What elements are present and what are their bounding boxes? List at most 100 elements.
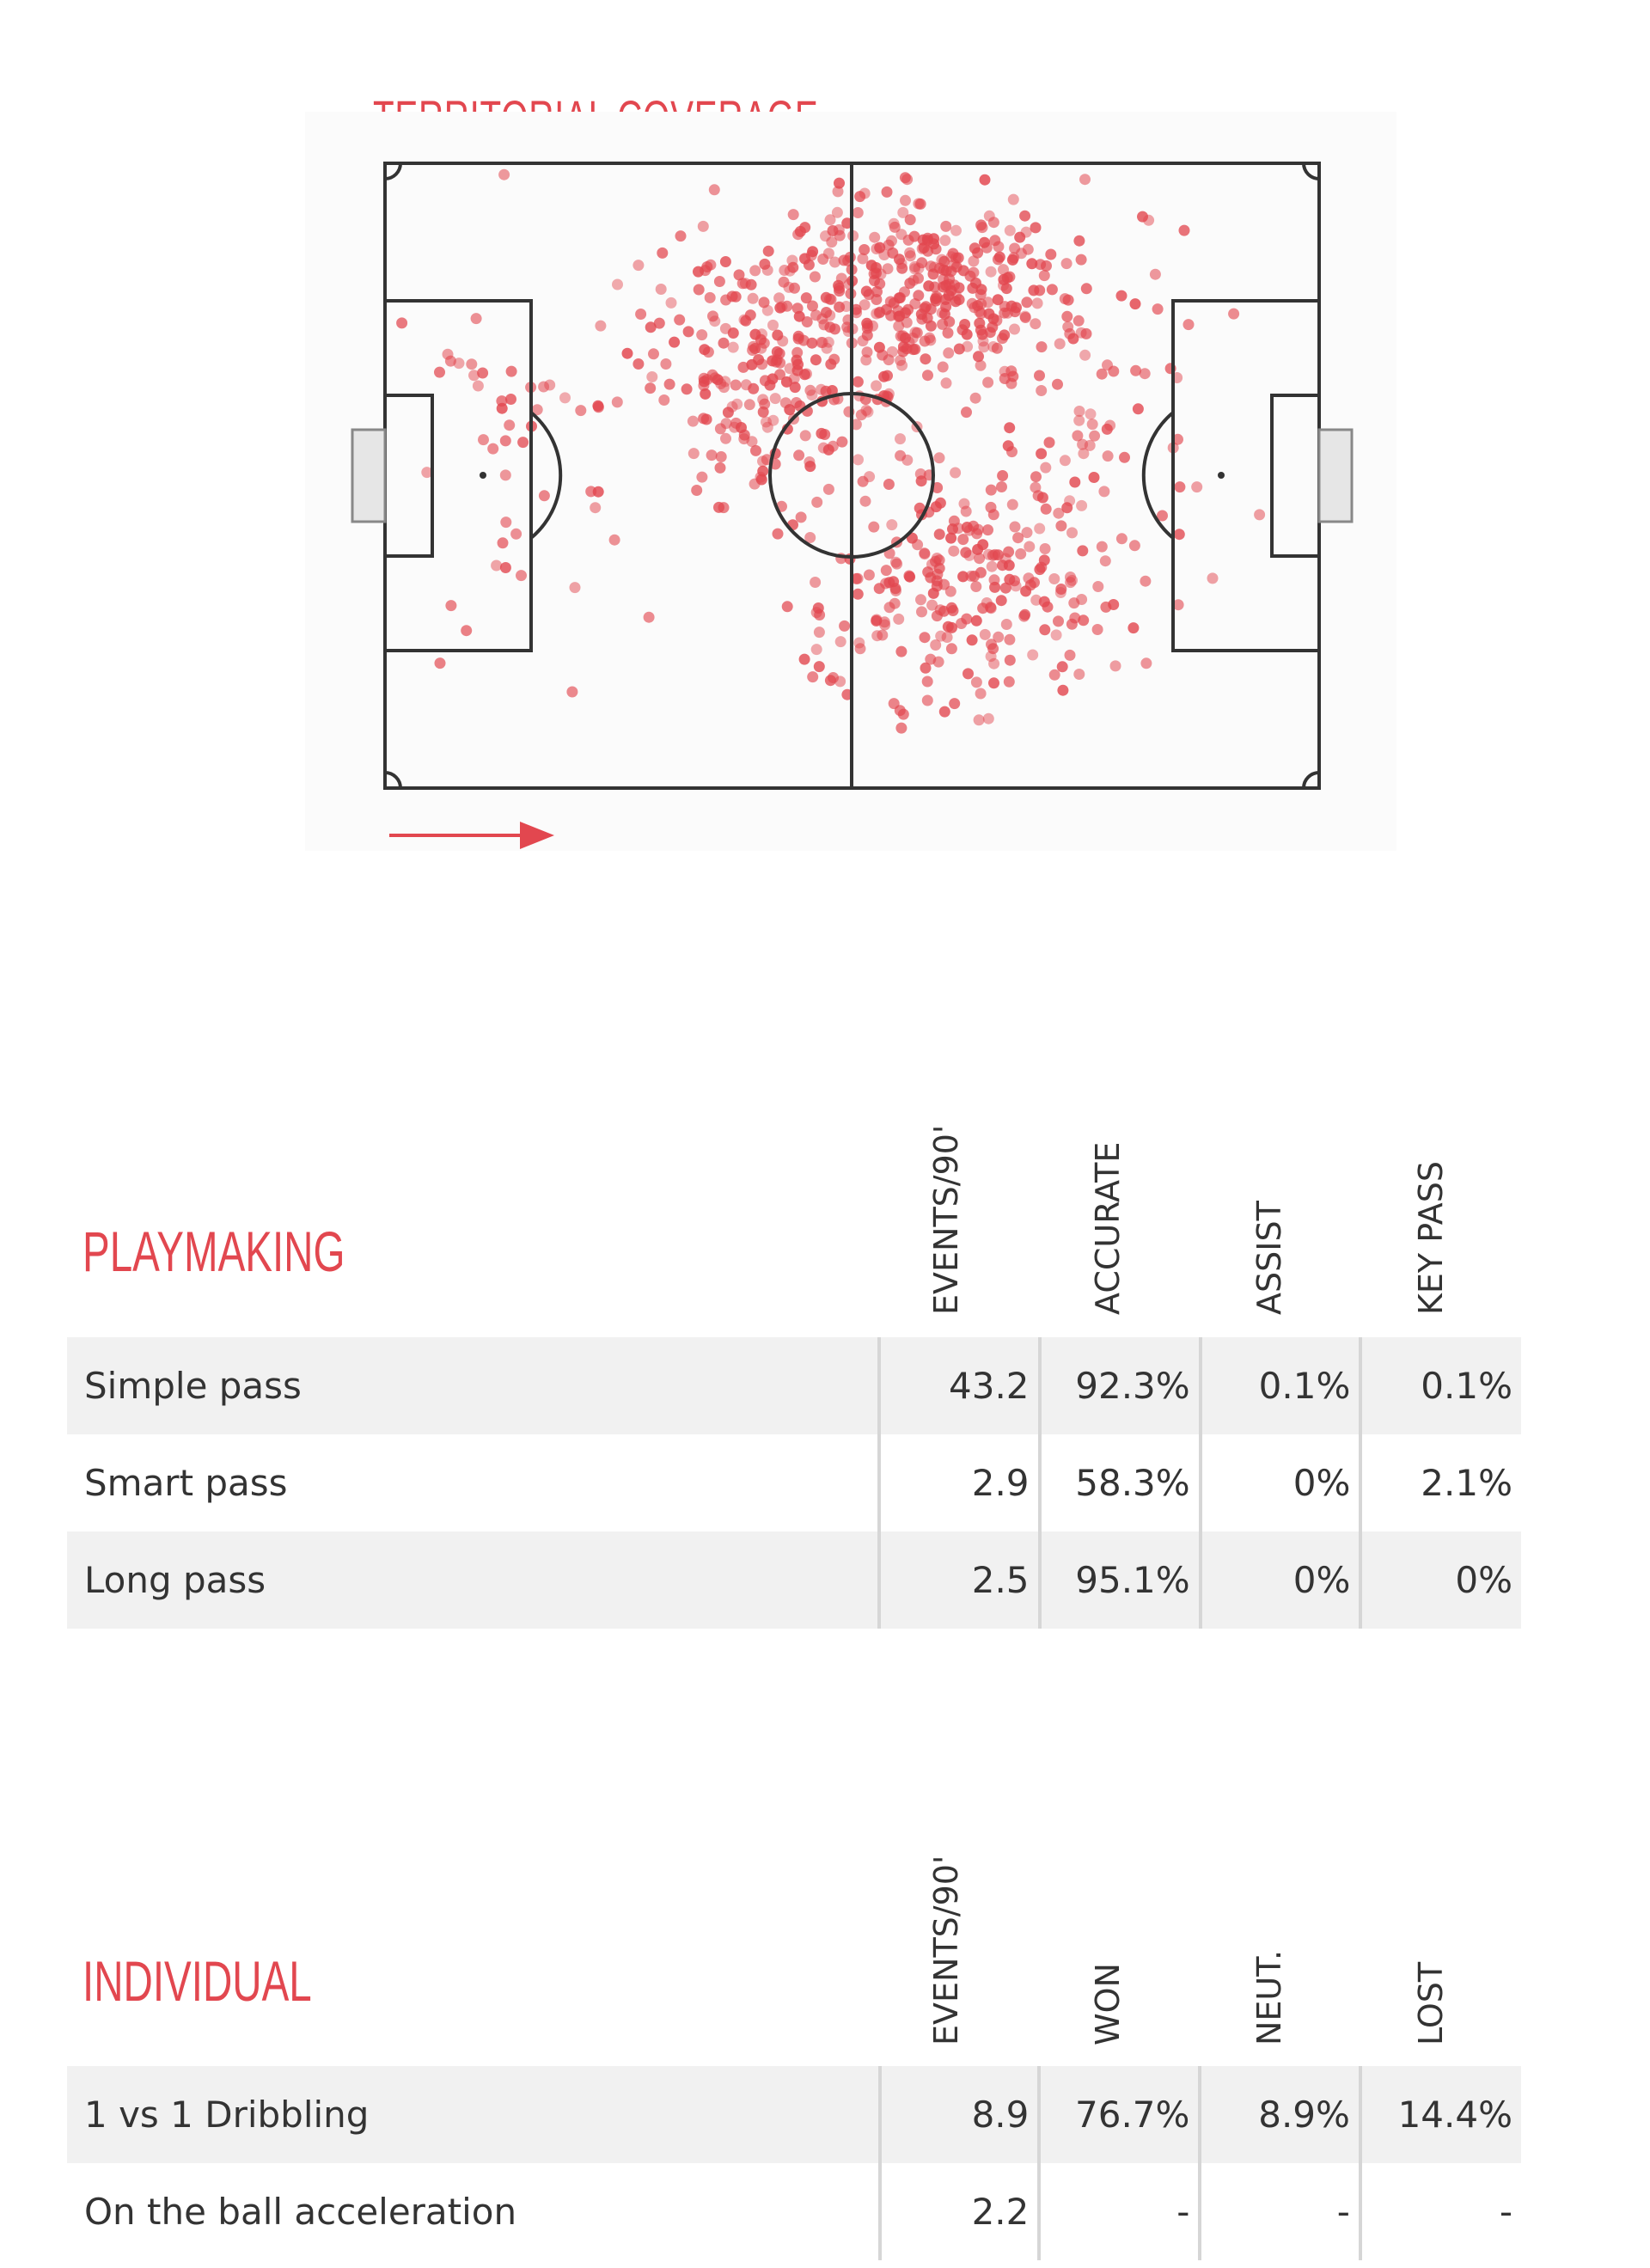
event-dot [1149,268,1161,280]
event-dot [952,523,964,535]
corner-arc-tr [1302,162,1320,180]
event-dot [874,278,886,290]
event-dot [895,433,906,445]
event-dot [798,369,810,381]
event-dot [466,358,478,370]
event-dot [1080,327,1092,339]
event-dot [1174,481,1186,493]
event-dot [829,256,840,268]
event-dot [499,435,511,447]
event-dot [832,186,844,198]
value-events: 2.2 [877,2163,1040,2260]
event-dot [1086,419,1098,431]
event-dot [1009,323,1020,335]
event-dot [940,279,952,291]
event-dot [1052,378,1063,390]
event-dot [1048,669,1060,681]
event-dot [809,271,821,283]
event-dot [704,291,716,303]
playmaking-col-keypass: KEY PASS [1412,1161,1450,1315]
event-dot [421,467,433,479]
event-dot [800,292,812,304]
event-dot [960,505,972,517]
event-dot [801,316,813,327]
event-dot [749,478,761,490]
event-dot [759,258,771,270]
event-dot [904,214,916,226]
event-dot [762,245,774,257]
event-dot [1115,290,1128,302]
event-dot [799,430,811,442]
event-dot [824,675,836,687]
event-dot [820,385,832,397]
event-dot [916,606,927,618]
event-dot [1064,327,1076,339]
event-dot [816,427,828,439]
event-dot [949,698,961,710]
value-events: 8.9 [877,2066,1040,2163]
event-dot [970,581,982,592]
territorial-coverage-chart [305,112,1396,851]
event-dot [445,600,457,612]
event-dot [1000,283,1012,295]
event-dot [1182,319,1195,331]
event-dot [1091,624,1103,635]
event-dot [902,234,914,246]
event-dot [807,671,819,683]
event-dot [854,643,866,655]
event-dot [1078,614,1090,627]
event-dot [1115,533,1128,545]
event-dot [859,299,871,311]
event-dot [791,303,804,315]
event-dot [982,524,993,536]
event-dot [986,560,998,572]
value-accurate: 95.1% [1037,1531,1201,1629]
event-dot [933,452,945,464]
event-dot [719,322,731,334]
event-dot [1059,455,1071,467]
left-penalty-spot [480,472,486,479]
event-dot [881,186,893,198]
event-dot [1040,462,1052,474]
event-dot [660,358,672,370]
event-dot [957,534,969,546]
event-dot [655,284,667,295]
event-dot [1019,310,1031,322]
event-dot [798,653,810,665]
individual-table: 1 vs 1 Dribbling 8.9 76.7% 8.9% 14.4% On… [67,2066,1521,2260]
event-dot [1102,359,1113,371]
event-dot [979,174,991,186]
event-dot [957,571,969,583]
event-dot [632,358,645,370]
event-dot [687,415,699,427]
event-dot [984,327,996,339]
event-dot [946,621,957,633]
event-dot [900,194,911,206]
event-dot [396,317,408,329]
event-dot [1064,495,1076,507]
event-dot [769,393,781,405]
event-dot [1014,231,1026,243]
event-dot [491,559,503,572]
event-dot [899,172,911,184]
event-dot [985,484,997,496]
event-dot [635,309,647,320]
event-dot [985,501,997,513]
event-dot [1000,619,1012,630]
event-dot [852,572,864,584]
event-dot [859,244,871,255]
event-dot [804,384,816,396]
event-dot [861,317,873,329]
corner-arc-br [1302,771,1320,789]
event-dot [799,253,811,265]
event-dot [516,570,527,582]
event-dot [925,653,937,665]
event-dot [915,475,927,487]
row-label: Long pass [67,1531,880,1629]
value-events: 43.2 [877,1337,1040,1434]
event-dot [1034,564,1046,576]
event-dot [969,571,980,582]
event-dot [1038,596,1050,608]
event-dot [753,354,765,365]
event-dot [1002,440,1014,452]
